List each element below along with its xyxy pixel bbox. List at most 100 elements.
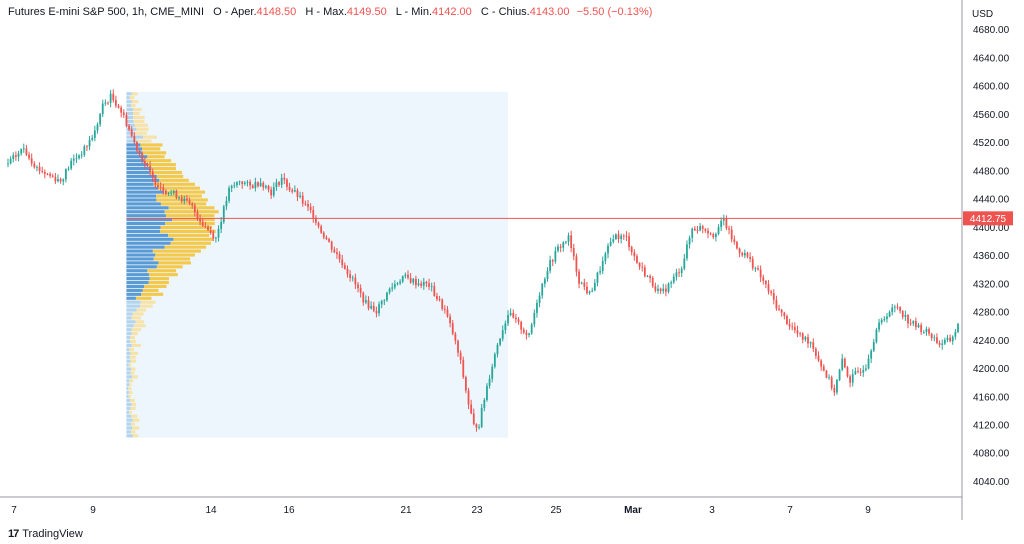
candle-body — [749, 256, 752, 259]
candle-body — [378, 304, 380, 314]
profile-bar-down — [142, 151, 167, 155]
x-tick-label: 7 — [11, 505, 17, 516]
time-axis[interactable]: 7 9 14 16 21 23 25 Mar 3 7 9 — [11, 505, 871, 516]
candle-body — [386, 292, 388, 301]
candle-body — [459, 352, 462, 360]
candle-body — [196, 212, 199, 219]
candle-body — [138, 150, 141, 154]
candle-body — [920, 324, 923, 333]
candle-body — [888, 312, 891, 317]
candle-body — [512, 312, 515, 318]
candle-body — [188, 200, 191, 204]
profile-bar-up — [126, 394, 129, 399]
candle-body — [409, 277, 412, 283]
profile-bar-down — [131, 422, 136, 426]
candle-body — [759, 269, 762, 278]
profile-bar-up — [126, 178, 160, 182]
profile-bar-down — [140, 304, 153, 308]
candle-body — [549, 260, 552, 271]
profile-bar-up — [126, 257, 154, 261]
candle-body — [286, 179, 288, 187]
profile-bar-down — [131, 414, 138, 418]
candle-body — [328, 239, 330, 242]
candle-body — [359, 288, 362, 293]
candle-body — [791, 326, 794, 328]
profile-bar-up — [126, 119, 134, 123]
profile-bar-up — [126, 159, 145, 163]
candle-body — [764, 280, 767, 285]
profile-bar-down — [160, 229, 216, 233]
candle-body — [778, 308, 780, 310]
candle-body — [399, 281, 402, 284]
high-label: H - Max. — [305, 6, 347, 18]
profile-bar-down — [132, 434, 139, 438]
candle-body — [686, 244, 688, 259]
candle-body — [36, 166, 38, 168]
candle-body — [670, 282, 673, 284]
candle-body — [443, 308, 446, 310]
x-tick-label: Mar — [624, 505, 642, 516]
candle-body — [875, 329, 878, 343]
candle-body — [528, 333, 530, 335]
candle-body — [578, 271, 580, 284]
price-marker-label: 4412.75 — [970, 214, 1007, 225]
candle-body — [43, 171, 46, 174]
candle-body — [393, 284, 396, 288]
profile-bar-down — [140, 143, 163, 147]
candle-body — [917, 324, 920, 328]
candle-body — [457, 340, 459, 353]
candle-body — [757, 268, 759, 270]
price-marker: 4412.75 — [963, 211, 1013, 226]
candle-body — [75, 158, 78, 159]
candle-body — [51, 175, 54, 177]
candle-body — [383, 300, 386, 302]
candle-body — [736, 241, 738, 249]
candle-body — [814, 348, 817, 356]
profile-bar-down — [133, 111, 140, 116]
profile-bar-up — [126, 194, 157, 198]
profile-bar-down — [131, 92, 138, 96]
symbol-title[interactable]: Futures E-mini S&P 500, 1h, CME_MINI — [8, 6, 205, 18]
profile-bar-up — [126, 143, 141, 147]
candle-body — [254, 182, 257, 189]
candle-body — [949, 337, 952, 342]
profile-bar-up — [126, 123, 135, 127]
candle-body — [267, 185, 270, 190]
profile-bar-down — [131, 332, 138, 336]
candle-body — [428, 283, 430, 287]
price-axis[interactable]: 4040.00 4080.00 4120.00 4160.00 4200.00 4240.… — [973, 25, 1010, 488]
candle-body — [96, 124, 99, 131]
profile-bar-up — [126, 347, 130, 351]
profile-bar-up — [126, 363, 129, 367]
y-tick-label: 4440.00 — [973, 195, 1010, 206]
candle-body — [217, 228, 220, 238]
candle-body — [849, 376, 852, 383]
candle-body — [109, 93, 112, 103]
profile-bar-down — [151, 166, 176, 171]
profile-bar-up — [126, 371, 131, 375]
candle-body — [933, 337, 936, 339]
profile-bar-down — [156, 174, 184, 178]
candle-body — [793, 326, 796, 331]
profile-bar-down — [129, 347, 135, 351]
candle-body — [417, 283, 420, 286]
candle-body — [822, 366, 825, 371]
candle-body — [407, 274, 409, 278]
profile-bar-down — [132, 107, 142, 112]
profile-bar-down — [170, 241, 211, 245]
profile-bar-up — [126, 139, 138, 143]
currency-label: USD — [972, 9, 993, 20]
candle-body — [191, 203, 194, 206]
candle-body — [743, 252, 746, 256]
candle-body — [222, 206, 225, 222]
candle-body — [312, 210, 315, 218]
profile-bar-down — [133, 324, 146, 328]
candle-body — [830, 377, 833, 388]
tradingview-brand[interactable]: 17 TradingView — [8, 528, 83, 540]
profile-bar-down — [164, 245, 207, 249]
candle-body — [246, 181, 249, 183]
profile-bar-down — [141, 147, 161, 151]
candle-body — [349, 274, 352, 279]
candle-body — [391, 287, 394, 289]
